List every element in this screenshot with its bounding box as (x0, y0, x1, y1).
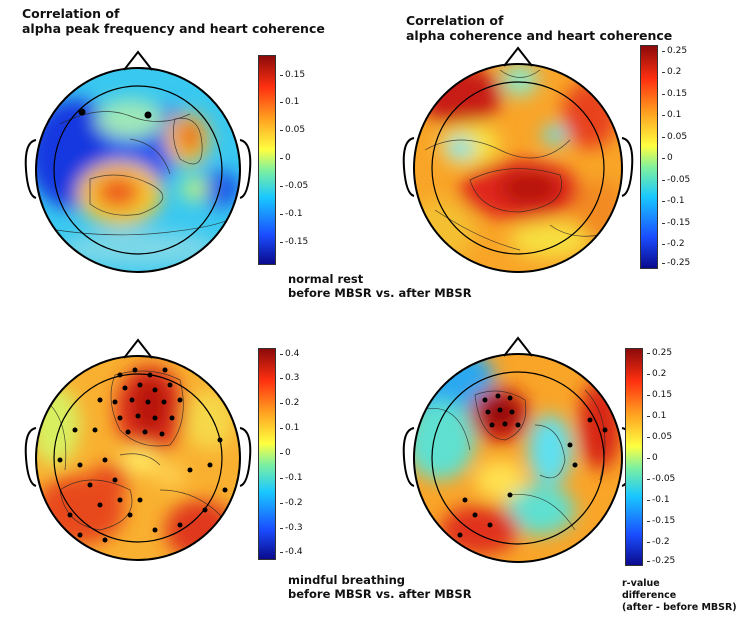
colorbar-tick: 0.1 (661, 110, 682, 120)
topomap-alpha-peak-rest (24, 50, 252, 273)
colorbar-tick: -0.3 (280, 523, 303, 533)
colorbar-tick: -0.05 (646, 474, 676, 484)
colorbar-tick: 0.15 (661, 89, 688, 99)
colorbar-tick: 0 (647, 453, 658, 463)
colorbar-tick: 0 (280, 448, 291, 458)
colorbar-tick: 0.05 (646, 432, 673, 442)
colorbar-bottom-left (258, 348, 276, 560)
colorbar-tick: 0.15 (646, 390, 673, 400)
colorbar-tick: 0.1 (279, 423, 300, 433)
colorbar-tick: 0.25 (661, 46, 688, 56)
colorbar-tick: 0 (280, 153, 291, 163)
colorbar-tick: 0.2 (646, 369, 667, 379)
colorbar-tick: 0.15 (279, 70, 306, 80)
colorbar-tick: -0.05 (661, 175, 691, 185)
colorbar-tick: 0.1 (279, 97, 300, 107)
colorbar-label: r-value difference (after - before MBSR) (622, 578, 737, 613)
colorbar-tick: 0.2 (661, 67, 682, 77)
title-alpha-coherence: Correlation of alpha coherence and heart… (406, 13, 673, 43)
caption-normal-rest: normal rest before MBSR vs. after MBSR (288, 272, 472, 300)
topomap-alpha-peak-breathing (24, 338, 252, 561)
colorbar-tick: -0.4 (280, 547, 303, 557)
colorbar-top-left (258, 55, 276, 265)
colorbar-tick: -0.2 (647, 537, 670, 547)
colorbar-tick: -0.15 (646, 516, 676, 526)
colorbar-tick: -0.25 (646, 556, 676, 566)
colorbar-tick: 0.05 (279, 125, 306, 135)
colorbar-top-right (640, 45, 658, 269)
topomap-alpha-coherence-breathing (402, 336, 634, 563)
caption-mindful-breathing: mindful breathing before MBSR vs. after … (288, 573, 472, 601)
colorbar-tick: -0.1 (280, 209, 303, 219)
colorbar-tick: 0.2 (279, 398, 300, 408)
colorbar-tick: 0.4 (279, 349, 300, 359)
colorbar-tick: -0.2 (280, 498, 303, 508)
topomap-alpha-coherence-rest (402, 46, 634, 273)
colorbar-tick: -0.1 (647, 495, 670, 505)
colorbar-tick: -0.1 (662, 196, 685, 206)
colorbar-tick: 0.25 (646, 348, 673, 358)
title-alpha-peak-frequency: Correlation of alpha peak frequency and … (22, 6, 325, 36)
colorbar-tick: -0.05 (279, 181, 309, 191)
colorbar-tick: -0.15 (279, 237, 309, 247)
colorbar-tick: -0.2 (662, 239, 685, 249)
colorbar-bottom-right (625, 348, 643, 566)
colorbar-tick: -0.25 (661, 258, 691, 268)
colorbar-tick: 0.05 (661, 132, 688, 142)
colorbar-tick: 0.3 (279, 373, 300, 383)
colorbar-tick: 0.1 (646, 411, 667, 421)
colorbar-tick: -0.1 (280, 473, 303, 483)
colorbar-tick: -0.15 (661, 218, 691, 228)
colorbar-tick: 0 (662, 153, 673, 163)
